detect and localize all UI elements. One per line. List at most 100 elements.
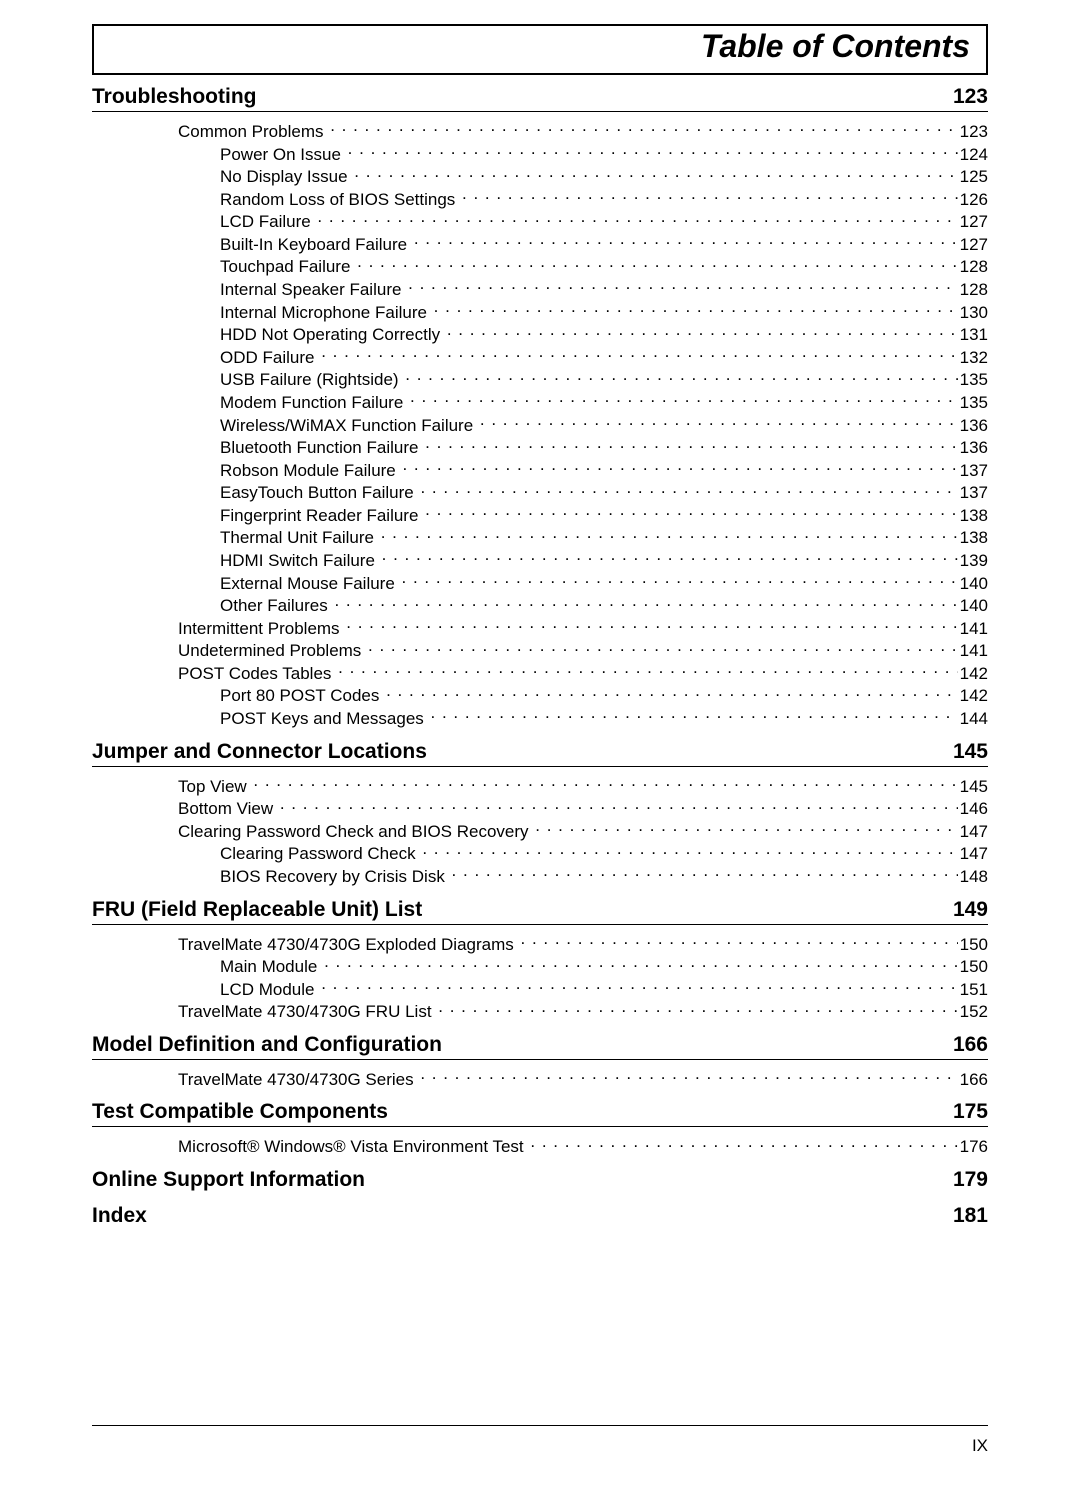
toc-leader-dots <box>382 549 958 566</box>
toc-entry-page: 127 <box>960 211 988 233</box>
toc-entry: Power On Issue 124 <box>92 143 988 166</box>
toc-entry-page: 136 <box>960 437 988 459</box>
toc-entry-label: ODD Failure <box>220 347 319 369</box>
toc-entry-page: 147 <box>960 843 988 865</box>
toc-entry-page: 166 <box>960 1069 988 1091</box>
toc-entry: TravelMate 4730/4730G Exploded Diagrams … <box>92 933 988 956</box>
toc-entry: USB Failure (Rightside) 135 <box>92 368 988 391</box>
toc-entry-label: TravelMate 4730/4730G Exploded Diagrams <box>178 934 519 956</box>
toc-entry: Other Failures 140 <box>92 594 988 617</box>
toc-entry-label: External Mouse Failure <box>220 573 400 595</box>
section-heading-page: 179 <box>953 1168 988 1192</box>
toc-leader-dots <box>434 301 958 318</box>
toc-entry: Bottom View 146 <box>92 797 988 820</box>
toc-entry-page: 126 <box>960 189 988 211</box>
toc-entry-label: Undetermined Problems <box>178 640 366 662</box>
toc-leader-dots <box>334 594 957 611</box>
toc-entry-page: 135 <box>960 392 988 414</box>
toc-entry-label: Robson Module Failure <box>220 460 400 482</box>
toc-entry-label: Wireless/WiMAX Function Failure <box>220 415 478 437</box>
section-entries: Top View 145Bottom View 146Clearing Pass… <box>92 775 988 888</box>
section-heading: Online Support Information179 <box>92 1168 988 1194</box>
toc-entry-label: Clearing Password Check and BIOS Recover… <box>178 821 533 843</box>
toc-entry: Modem Function Failure 135 <box>92 391 988 414</box>
toc-entry: Wireless/WiMAX Function Failure 136 <box>92 414 988 437</box>
toc-entry-page: 140 <box>960 595 988 617</box>
toc-entry: HDMI Switch Failure 139 <box>92 549 988 572</box>
toc-leader-dots <box>402 459 957 476</box>
toc-leader-dots <box>408 278 957 295</box>
toc-leader-dots <box>357 255 957 272</box>
toc-entry-page: 152 <box>960 1001 988 1023</box>
toc-entry-label: Internal Microphone Failure <box>220 302 432 324</box>
toc-entry: Clearing Password Check and BIOS Recover… <box>92 820 988 843</box>
toc-leader-dots <box>447 323 958 340</box>
toc-entry-page: 139 <box>960 550 988 572</box>
section-heading-label: Model Definition and Configuration <box>92 1033 442 1057</box>
toc-entry: BIOS Recovery by Crisis Disk 148 <box>92 865 988 888</box>
toc-leader-dots <box>321 978 957 995</box>
toc-entry-label: Random Loss of BIOS Settings <box>220 189 460 211</box>
toc-entry-page: 148 <box>960 866 988 888</box>
toc-leader-dots <box>354 165 957 182</box>
section-heading-label: FRU (Field Replaceable Unit) List <box>92 898 422 922</box>
toc-leader-dots <box>346 617 957 634</box>
toc-entry-label: No Display Issue <box>220 166 352 188</box>
toc-entry: Random Loss of BIOS Settings 126 <box>92 188 988 211</box>
section-heading-label: Test Compatible Components <box>92 1100 388 1124</box>
toc-entry-label: Microsoft® Windows® Vista Environment Te… <box>178 1136 528 1158</box>
toc-leader-dots <box>414 233 958 250</box>
toc-entry: Intermittent Problems 141 <box>92 617 988 640</box>
section-heading-label: Jumper and Connector Locations <box>92 740 427 764</box>
toc-entry-page: 128 <box>960 256 988 278</box>
page-title: Table of Contents <box>110 28 970 65</box>
toc-entry: EasyTouch Button Failure 137 <box>92 481 988 504</box>
toc-leader-dots <box>452 865 958 882</box>
toc-entry-page: 142 <box>960 663 988 685</box>
section-heading-page: 123 <box>953 85 988 109</box>
toc-entry-page: 136 <box>960 415 988 437</box>
toc-entry-label: POST Keys and Messages <box>220 708 429 730</box>
toc-entry: Common Problems 123 <box>92 120 988 143</box>
toc-leader-dots <box>253 775 957 792</box>
toc-entry: ODD Failure 132 <box>92 346 988 369</box>
toc-entry-page: 140 <box>960 573 988 595</box>
toc-entry-page: 138 <box>960 505 988 527</box>
toc-entry: Bluetooth Function Failure 136 <box>92 436 988 459</box>
toc-entry: HDD Not Operating Correctly 131 <box>92 323 988 346</box>
toc-entry-label: Port 80 POST Codes <box>220 685 384 707</box>
toc-entry-page: 145 <box>960 776 988 798</box>
toc-leader-dots <box>338 662 958 679</box>
toc-entry: Clearing Password Check 147 <box>92 842 988 865</box>
toc-entry-label: Main Module <box>220 956 322 978</box>
toc-entry-label: Clearing Password Check <box>220 843 420 865</box>
toc-entry-label: Power On Issue <box>220 144 346 166</box>
toc-entry-page: 124 <box>960 144 988 166</box>
toc-leader-dots <box>420 481 957 498</box>
toc-leader-dots <box>402 572 958 589</box>
toc-entry-page: 130 <box>960 302 988 324</box>
toc-entry-page: 144 <box>960 708 988 730</box>
section-heading-page: 145 <box>953 740 988 764</box>
toc-entry-page: 123 <box>960 121 988 143</box>
toc-leader-dots <box>521 933 958 950</box>
toc-leader-dots <box>280 797 958 814</box>
toc-entry: No Display Issue 125 <box>92 165 988 188</box>
toc-entry-page: 127 <box>960 234 988 256</box>
toc-entry-page: 141 <box>960 618 988 640</box>
toc-entry-label: Other Failures <box>220 595 332 617</box>
toc-entry-label: Built-In Keyboard Failure <box>220 234 412 256</box>
toc-entry: Top View 145 <box>92 775 988 798</box>
section-heading-page: 175 <box>953 1100 988 1124</box>
toc-leader-dots <box>425 436 957 453</box>
toc-entry-page: 137 <box>960 460 988 482</box>
toc-entry-page: 128 <box>960 279 988 301</box>
toc-entry-label: HDD Not Operating Correctly <box>220 324 445 346</box>
toc-body: Troubleshooting123Common Problems 123Pow… <box>92 85 988 1230</box>
toc-entry: TravelMate 4730/4730G Series 166 <box>92 1068 988 1091</box>
toc-entry-label: Thermal Unit Failure <box>220 527 379 549</box>
toc-entry-page: 176 <box>960 1136 988 1158</box>
toc-entry-label: Bottom View <box>178 798 278 820</box>
toc-leader-dots <box>431 707 958 724</box>
toc-leader-dots <box>368 639 958 656</box>
